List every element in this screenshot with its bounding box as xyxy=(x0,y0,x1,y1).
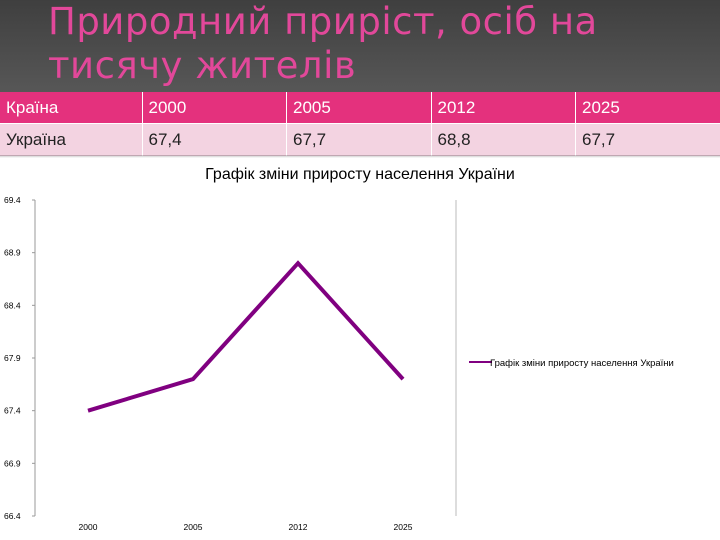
y-tick-label: 68.9 xyxy=(4,248,21,258)
x-tick-label: 2000 xyxy=(79,522,98,532)
slide-title: Природний приріст, осіб на тисячу жителі… xyxy=(48,0,598,87)
table-cell: 68,8 xyxy=(431,123,576,156)
y-tick-label: 66.9 xyxy=(4,458,21,468)
chart-title: Графік зміни приросту населення України xyxy=(205,166,515,183)
table-header-cell: 2025 xyxy=(575,92,720,124)
x-tick-label: 2005 xyxy=(184,522,203,532)
y-tick-label: 69.4 xyxy=(4,195,21,205)
table-header-row: Країна 2000 2005 2012 2025 xyxy=(0,92,720,124)
x-tick-label: 2025 xyxy=(394,522,413,532)
y-tick-label: 67.4 xyxy=(4,406,21,416)
legend-label: Графік зміни приросту населення України xyxy=(490,358,674,369)
table-header-cell: Країна xyxy=(0,92,143,124)
table-row: Україна 67,4 67,7 68,8 67,7 xyxy=(0,123,720,156)
series-line xyxy=(87,260,405,413)
table-cell: Україна xyxy=(0,123,143,156)
table-header-cell: 2012 xyxy=(431,92,576,124)
y-tick-label: 68.4 xyxy=(4,300,21,310)
slide-header xyxy=(0,0,720,92)
table-header-cell: 2005 xyxy=(286,92,432,124)
data-table: Країна 2000 2005 2012 2025 Україна 67,4 … xyxy=(0,92,720,156)
y-tick-label: 66.4 xyxy=(4,511,21,521)
y-tick-label: 67.9 xyxy=(4,353,21,363)
table-shadow xyxy=(0,155,720,158)
table-cell: 67,7 xyxy=(286,123,432,156)
table-cell: 67,4 xyxy=(142,123,287,156)
table-header-cell: 2000 xyxy=(142,92,287,124)
x-tick-label: 2012 xyxy=(289,522,308,532)
table-cell: 67,7 xyxy=(575,123,720,156)
